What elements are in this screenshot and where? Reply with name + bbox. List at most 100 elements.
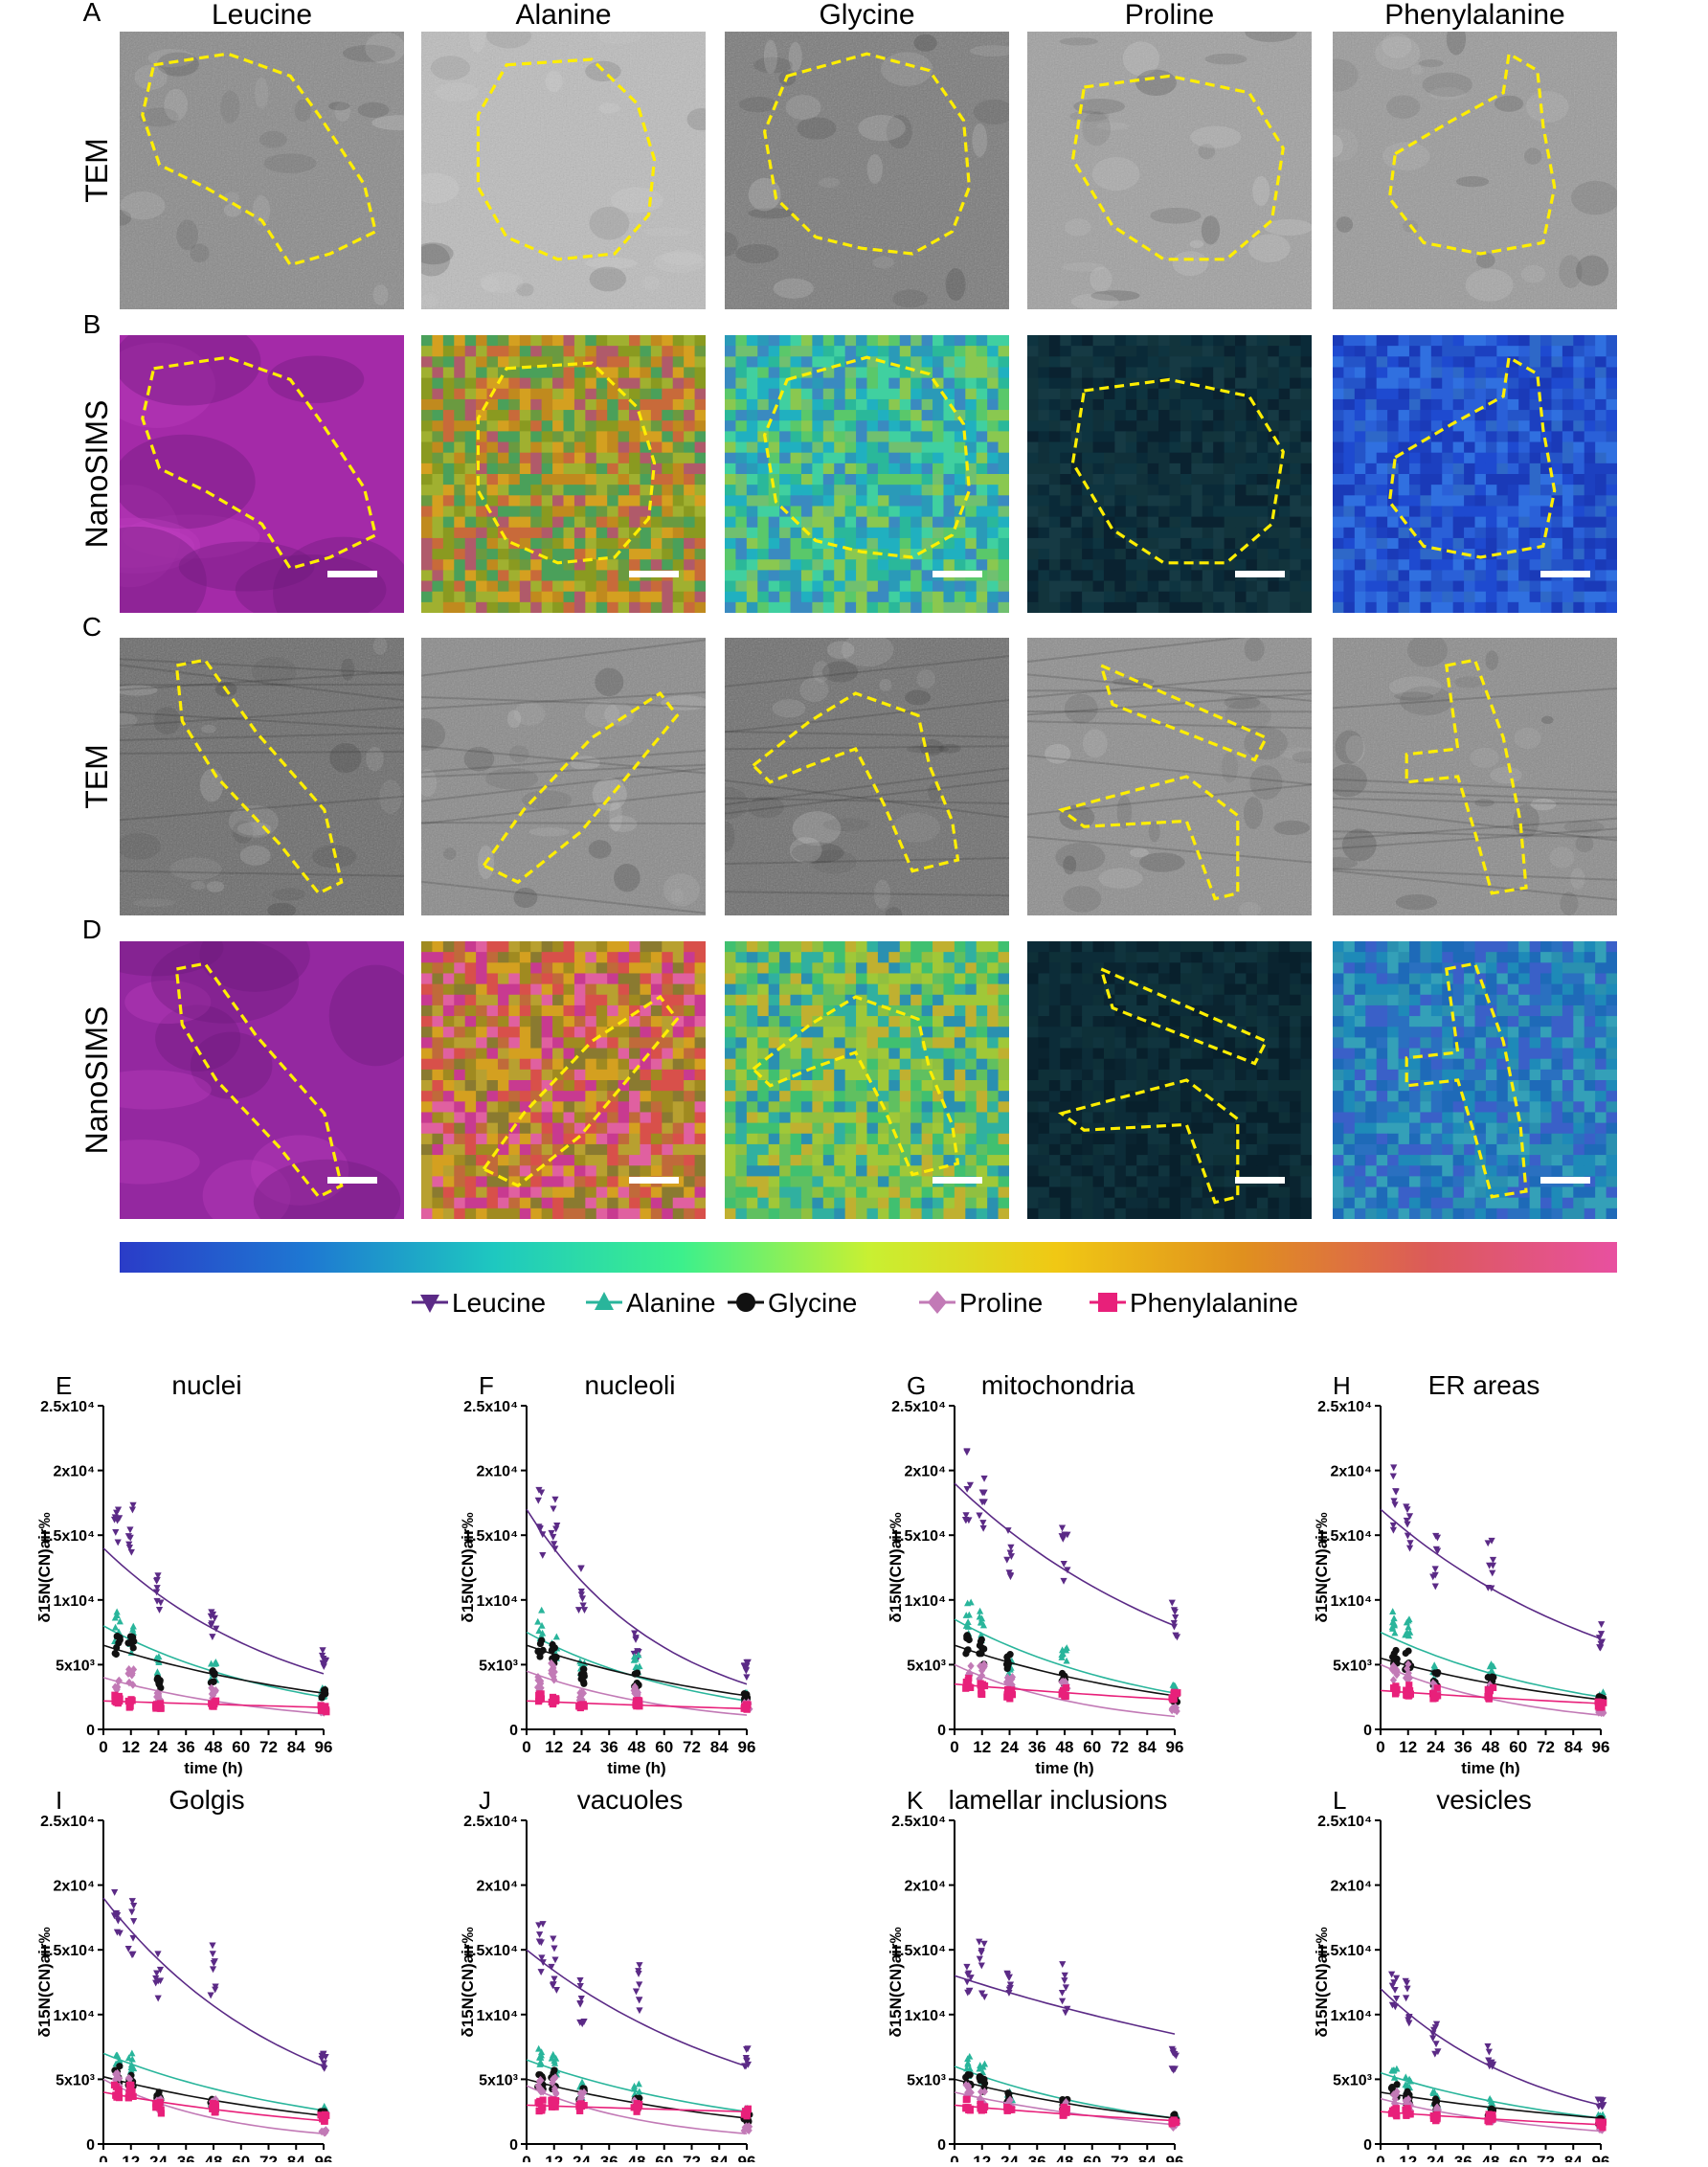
- point-leucine: [112, 1529, 119, 1536]
- point-phenylalanine: [1432, 1693, 1439, 1700]
- point-phenylalanine: [1392, 1687, 1399, 1694]
- point-leucine: [1404, 1986, 1410, 1993]
- chart-title-l: vesicles: [1436, 1785, 1532, 1815]
- y-tick-label: 2.5x10⁴: [1317, 1814, 1372, 1830]
- x-tick-label: 48: [205, 2153, 223, 2162]
- point-leucine: [1059, 1990, 1066, 1997]
- y-tick-label: 0: [937, 1723, 946, 1739]
- y-tick-label: 5x10³: [907, 1658, 946, 1674]
- y-tick-label: 0: [509, 1723, 518, 1739]
- y-tick-label: 1x10⁴: [904, 1593, 946, 1610]
- point-leucine: [208, 1993, 214, 1999]
- legend-label-glycine: Glycine: [768, 1288, 857, 1318]
- point-leucine: [551, 1945, 557, 1952]
- point-leucine: [1391, 1501, 1398, 1508]
- x-tick-label: 24: [1000, 1738, 1019, 1756]
- image-tem2-alanine: [405, 638, 708, 915]
- x-tick-label: 72: [1537, 2153, 1555, 2162]
- point-leucine: [210, 1951, 216, 1957]
- point-phenylalanine: [126, 2082, 133, 2088]
- point-glycine: [1003, 1654, 1010, 1660]
- point-glycine: [127, 1633, 134, 1639]
- point-glycine: [1005, 1660, 1012, 1667]
- x-tick-label: 72: [259, 2153, 278, 2162]
- panel-letter-d: D: [82, 914, 101, 944]
- point-phenylalanine: [1171, 1695, 1178, 1702]
- point-phenylalanine: [964, 2096, 971, 2103]
- point-phenylalanine: [209, 1701, 215, 1707]
- point-leucine: [1390, 1464, 1397, 1471]
- chart-letter-h: H: [1333, 1371, 1351, 1400]
- point-leucine: [978, 1963, 985, 1970]
- x-tick-label: 84: [710, 1738, 729, 1756]
- point-glycine: [964, 1646, 971, 1653]
- point-phenylalanine: [742, 2108, 749, 2114]
- x-tick-label: 12: [1399, 2153, 1417, 2162]
- y-tick-label: 2x10⁴: [476, 1464, 518, 1480]
- point-leucine: [550, 1534, 556, 1541]
- fit-curve-leucine: [955, 1975, 1175, 2034]
- x-tick-label: 24: [1000, 2153, 1019, 2162]
- point-proline: [116, 1677, 123, 1685]
- y-tick-label: 2.5x10⁴: [463, 1814, 518, 1830]
- y-tick-label: 2.5x10⁴: [891, 1399, 946, 1415]
- column-header-phenylalanine: Phenylalanine: [1384, 0, 1564, 31]
- x-tick-label: 0: [950, 1738, 958, 1756]
- point-leucine: [538, 1969, 545, 1975]
- image-tem2-phenylalanine: [1317, 634, 1617, 915]
- point-phenylalanine: [1060, 2112, 1067, 2119]
- fit-curve-leucine: [955, 1483, 1175, 1626]
- x-tick-label: 96: [738, 2153, 756, 2162]
- point-leucine: [976, 1513, 982, 1520]
- point-leucine: [553, 1987, 560, 1994]
- x-tick-label: 36: [1454, 2153, 1472, 2162]
- point-leucine: [1486, 2049, 1493, 2056]
- point-glycine: [1485, 1674, 1492, 1681]
- y-axis-label: δ15N(CN)air‰: [35, 1927, 54, 2037]
- x-tick-label: 72: [259, 1738, 278, 1756]
- image-nano1-leucine: [67, 318, 414, 650]
- x-tick-label: 0: [1376, 2153, 1384, 2162]
- point-phenylalanine: [126, 1701, 133, 1707]
- x-tick-label: 84: [1138, 2153, 1157, 2162]
- point-phenylalanine: [111, 2082, 118, 2088]
- point-leucine: [978, 1950, 984, 1956]
- point-glycine: [535, 1648, 542, 1655]
- point-alanine: [636, 2080, 642, 2087]
- point-leucine: [1003, 1557, 1010, 1564]
- point-leucine: [1174, 1634, 1180, 1640]
- point-leucine: [536, 1931, 543, 1938]
- point-phenylalanine: [1599, 2124, 1606, 2131]
- x-tick-label: 36: [1454, 1738, 1472, 1756]
- x-axis-label: time (h): [184, 1759, 242, 1777]
- point-leucine: [550, 1505, 556, 1512]
- point-alanine: [1431, 1661, 1438, 1668]
- point-phenylalanine: [111, 1692, 118, 1699]
- image-nano2-leucine: [82, 917, 422, 1243]
- point-leucine: [1390, 1473, 1397, 1479]
- point-leucine: [155, 1996, 162, 2002]
- point-leucine: [115, 1918, 122, 1925]
- x-axis-label: time (h): [1461, 1759, 1519, 1777]
- y-tick-label: 2x10⁴: [904, 1879, 946, 1895]
- point-leucine: [535, 1498, 542, 1504]
- point-leucine: [111, 1889, 118, 1896]
- x-tick-label: 12: [973, 1738, 991, 1756]
- point-phenylalanine: [577, 2100, 584, 2107]
- image-tem1-proline: [1027, 22, 1314, 310]
- x-tick-label: 60: [655, 2153, 673, 2162]
- point-leucine: [1170, 2067, 1177, 2074]
- x-tick-label: 60: [655, 1738, 673, 1756]
- y-tick-label: 1x10⁴: [1330, 1593, 1372, 1610]
- scale-bar: [1235, 1177, 1285, 1184]
- x-tick-label: 96: [738, 1738, 756, 1756]
- legend-marker-proline: [928, 1291, 947, 1314]
- chart-letter-e: E: [56, 1371, 72, 1400]
- scale-bar: [1540, 571, 1590, 577]
- point-leucine: [636, 1981, 642, 1988]
- scale-bar: [933, 1177, 982, 1184]
